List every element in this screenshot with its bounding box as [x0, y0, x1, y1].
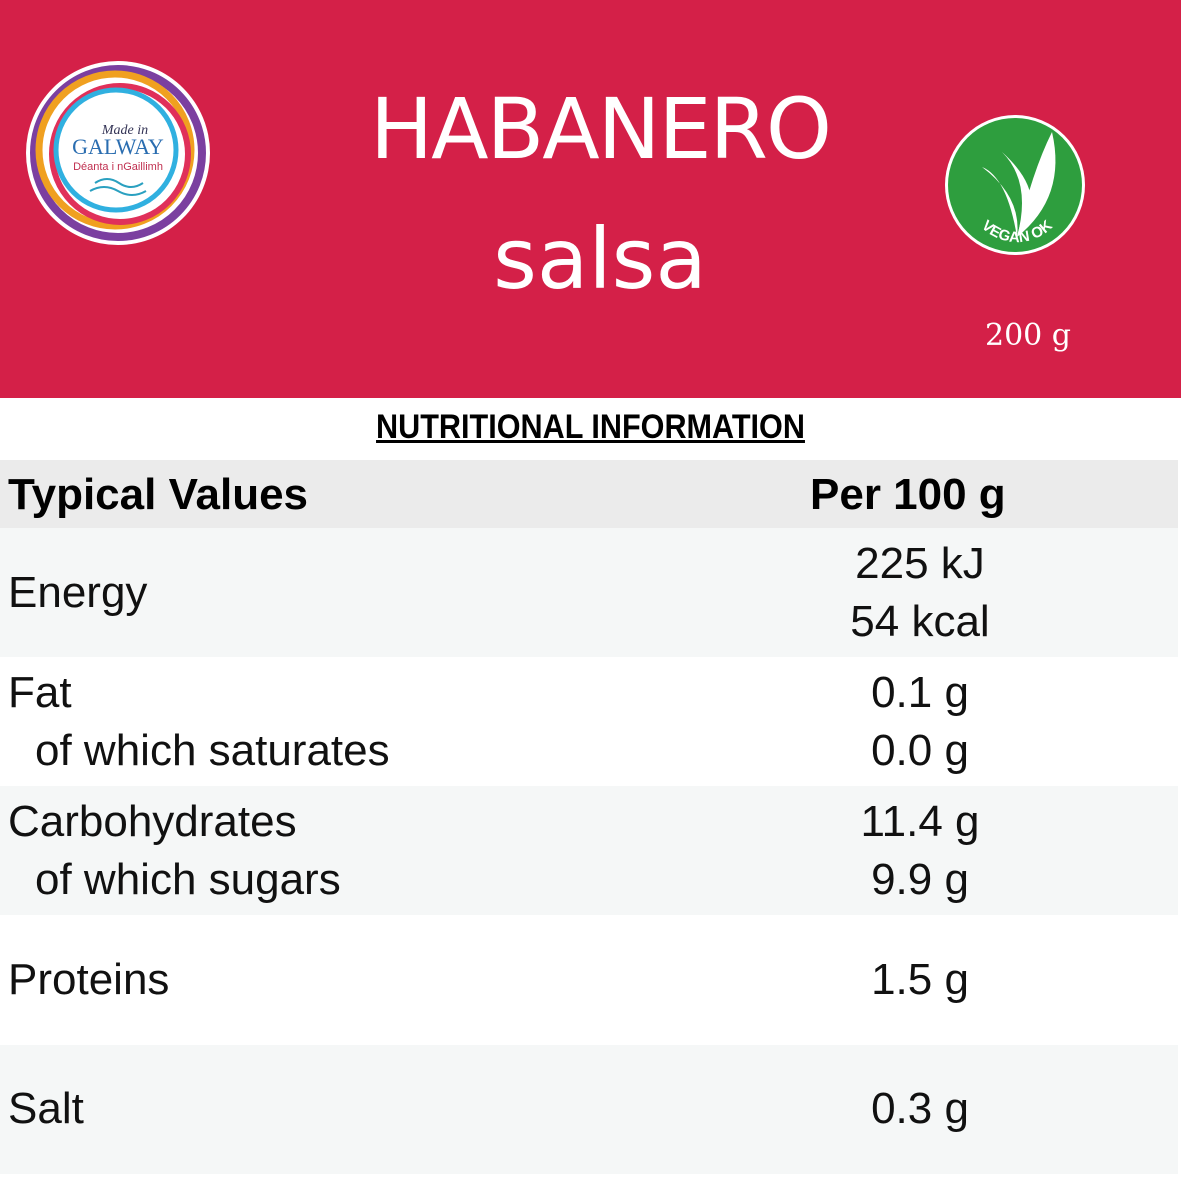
section-title: NUTRITIONAL INFORMATION [376, 408, 805, 446]
nutrient-label: Salt [8, 1084, 84, 1134]
label-cell: Carbohydrates of which sugars [8, 786, 341, 915]
table-row: Carbohydrates of which sugars 11.4 g 9.9 g [0, 786, 1178, 916]
label-cell: Proteins [8, 916, 169, 1045]
net-weight: 200 g [985, 318, 1072, 353]
label-cell: Energy [8, 528, 147, 657]
table-row: Proteins 1.5 g [0, 915, 1178, 1045]
value-cell: 0.3 g [760, 1045, 1080, 1174]
column-header: Typical Values [8, 470, 309, 519]
value-cell: 225 kJ 54 kcal [760, 528, 1080, 657]
label-cell: Fat of which saturates [8, 657, 390, 786]
value-cell: 11.4 g 9.9 g [760, 786, 1080, 915]
nutrient-label: Energy [8, 567, 148, 617]
nutrient-value: 0.0 g [871, 725, 969, 775]
table-row: Fat of which saturates 0.1 g 0.0 g [0, 657, 1178, 787]
table-row: Salt 0.3 g [0, 1044, 1178, 1174]
nutrient-value: 0.3 g [871, 1084, 969, 1134]
value-cell: 1.5 g [760, 916, 1080, 1045]
nutrient-value: 1.5 g [871, 955, 969, 1005]
value-cell: 0.1 g 0.0 g [760, 657, 1080, 786]
header-banner: Made in GALWAY Déanta i nGaillimh HABANE… [0, 0, 1181, 398]
nutrient-value: 225 kJ [855, 538, 985, 588]
nutrient-value: 54 kcal [850, 596, 990, 646]
nutrient-value: 11.4 g [860, 796, 980, 846]
sub-label: of which sugars [35, 854, 341, 904]
nutrient-value: 0.1 g [871, 667, 969, 717]
vegan-badge: VEGAN OK [945, 115, 1085, 255]
product-subtitle: salsa [493, 210, 707, 308]
logo-text: GALWAY [72, 134, 164, 159]
nutrient-label: Carbohydrates [8, 796, 297, 846]
table-header: Typical Values Per 100 g [0, 460, 1178, 528]
nutrient-value: 9.9 g [871, 854, 969, 904]
nutrient-label: Fat [8, 667, 72, 717]
label-cell: Salt [8, 1045, 84, 1174]
table-row: Energy 225 kJ 54 kcal [0, 528, 1178, 657]
galway-logo: Made in GALWAY Déanta i nGaillimh [26, 61, 210, 245]
sub-label: of which saturates [35, 725, 390, 775]
nutrient-label: Proteins [8, 955, 170, 1005]
product-title: HABANERO [369, 80, 832, 178]
logo-text: Made in [101, 123, 148, 138]
column-header: Per 100 g [810, 470, 1006, 519]
logo-text: Déanta i nGaillimh [73, 161, 163, 173]
